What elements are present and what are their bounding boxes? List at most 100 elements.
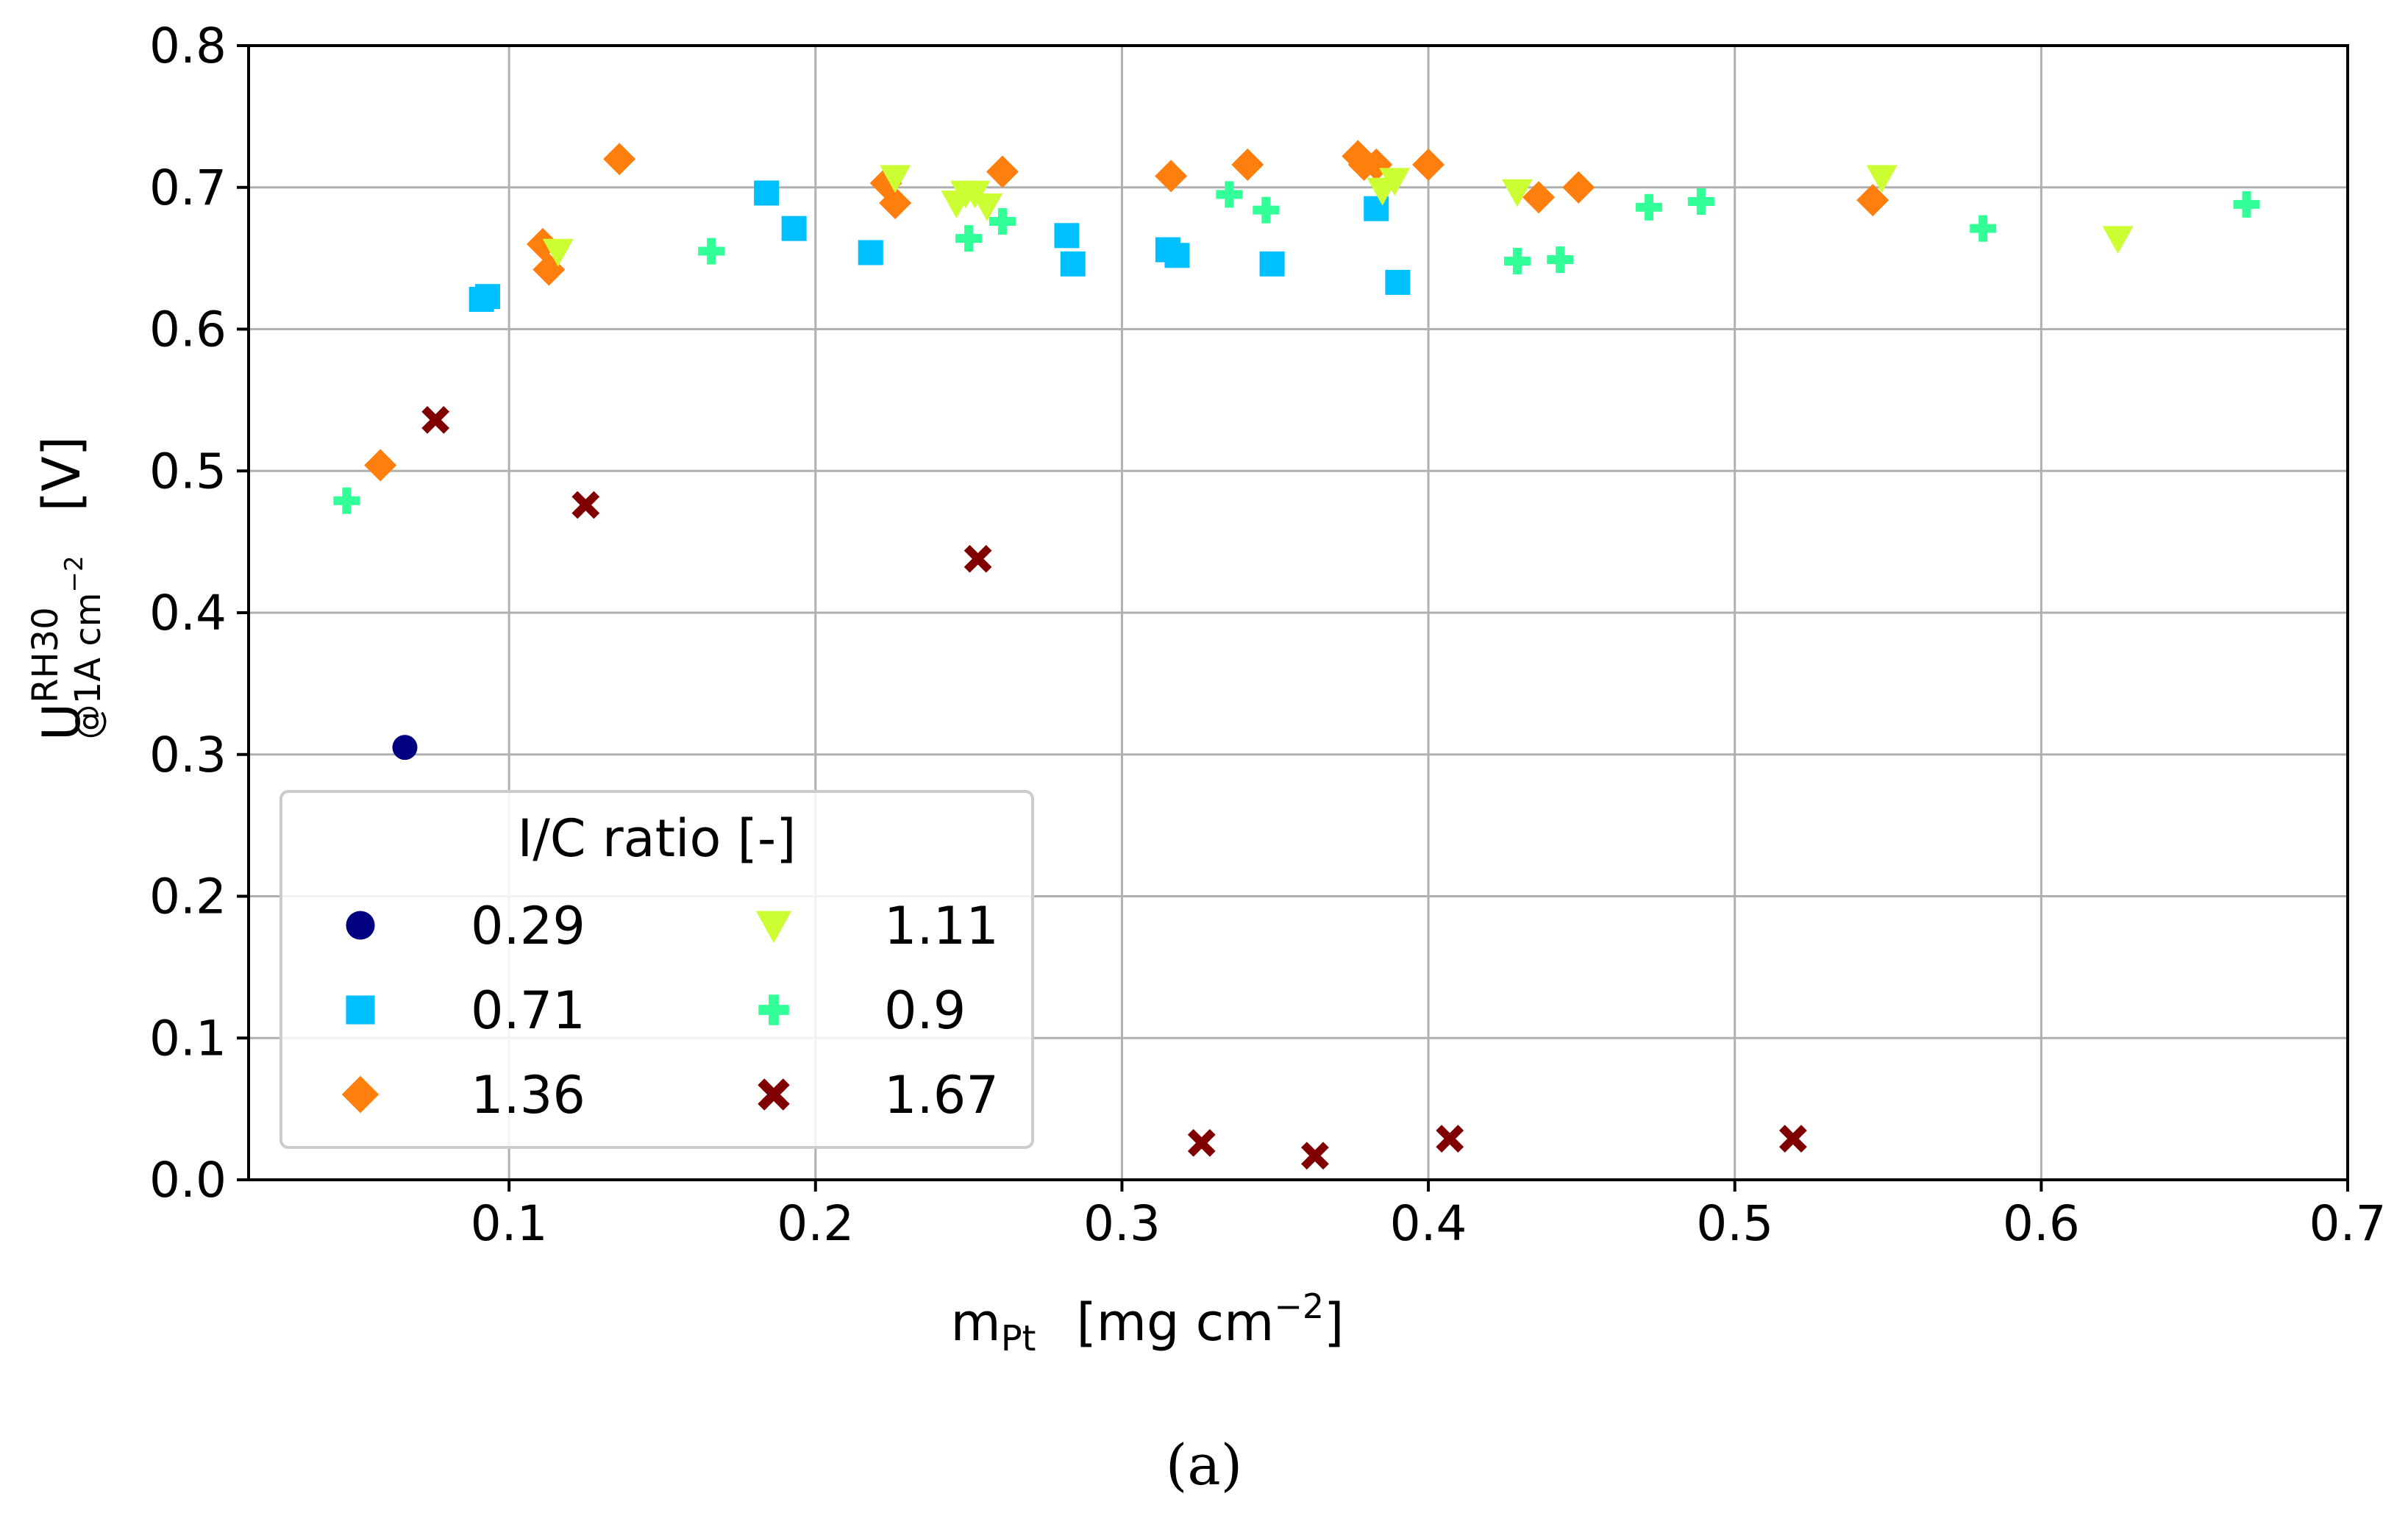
series-0.9 — [333, 181, 2260, 514]
x-axis-label-unit-close: ] — [1324, 1292, 1344, 1353]
y-tick-label: 0.7 — [149, 160, 227, 216]
data-point — [1547, 246, 1574, 274]
legend-label: 1.67 — [884, 1065, 999, 1125]
figure-caption: (a) — [1166, 1432, 1243, 1498]
y-tick-label: 0.6 — [149, 302, 227, 358]
legend-entry-1.11: 1.11 — [755, 896, 999, 956]
legend-label: 0.71 — [471, 980, 585, 1041]
data-point — [1054, 223, 1080, 249]
data-point — [1866, 165, 1898, 193]
data-point — [1060, 251, 1086, 277]
data-point — [1856, 184, 1889, 217]
data-point — [474, 284, 500, 310]
legend-marker — [755, 911, 792, 944]
y-tick-label: 0.8 — [149, 18, 227, 74]
data-point — [1503, 247, 1531, 274]
legend-entry-0.71: 0.71 — [346, 980, 585, 1041]
y-axis-label-sup: RH30 — [25, 607, 66, 703]
y-tick-label: 0.2 — [149, 869, 227, 925]
data-point — [1379, 168, 1411, 196]
data-point — [1231, 148, 1264, 181]
legend-entry-0.9: 0.9 — [758, 980, 966, 1041]
legend-entry-1.67: 1.67 — [758, 1065, 999, 1125]
legend-marker — [346, 911, 375, 940]
data-point — [2102, 226, 2134, 254]
y-tick-label: 0.0 — [149, 1152, 227, 1208]
data-point — [2233, 191, 2260, 218]
data-point — [364, 449, 397, 482]
legend-marker — [758, 994, 789, 1025]
legend-marker — [341, 1075, 380, 1114]
y-tick-label: 0.1 — [149, 1010, 227, 1067]
data-point — [1436, 1125, 1464, 1153]
data-point — [1522, 181, 1556, 214]
series-1.11 — [542, 165, 2134, 267]
data-point — [989, 208, 1016, 235]
data-point — [1636, 193, 1663, 221]
series-1.67 — [421, 405, 1807, 1170]
data-point — [1562, 171, 1595, 204]
data-point — [1687, 188, 1714, 216]
axis-ticks: 0.1 0.2 0.3 0.4 0.5 0.6 0.7 0.0 0.1 0.2 0.3 0.4 0.5 0… — [149, 18, 2386, 1252]
data-point — [1164, 243, 1190, 268]
data-point — [1778, 1125, 1807, 1153]
x-axis-label-sub: Pt — [1001, 1318, 1036, 1359]
y-axis-label-unit: [V] — [32, 436, 92, 512]
series-1.36 — [364, 140, 1889, 482]
x-axis-label-main: m — [951, 1292, 1001, 1353]
data-point — [880, 165, 911, 193]
legend-entry-0.29: 0.29 — [346, 896, 585, 956]
x-axis-label: mPt [mg cm−2] — [951, 1286, 1344, 1359]
data-point — [781, 216, 807, 241]
data-point — [879, 186, 912, 219]
data-point — [571, 491, 600, 519]
series-0.29 — [392, 735, 418, 761]
data-point — [972, 193, 1003, 221]
data-point — [1216, 181, 1243, 208]
data-point — [1259, 251, 1285, 277]
data-point — [858, 240, 883, 266]
data-point — [603, 143, 636, 176]
data-point — [986, 155, 1019, 188]
y-axis-label-main: U — [32, 703, 92, 741]
data-point — [1187, 1129, 1216, 1157]
data-point — [333, 487, 360, 514]
y-tick-label: 0.3 — [149, 727, 227, 783]
data-point — [963, 544, 992, 573]
data-point — [1970, 215, 1997, 242]
y-tick-label: 0.4 — [149, 585, 227, 641]
y-axis-label-sub-exp: −2 — [60, 555, 89, 592]
series-0.71 — [469, 180, 1411, 313]
data-point — [1501, 179, 1533, 207]
data-point — [1385, 269, 1411, 295]
legend-entry-1.36: 1.36 — [341, 1065, 585, 1125]
x-tick-label: 0.2 — [777, 1195, 854, 1252]
legend-label: 0.29 — [471, 896, 585, 956]
y-axis-label: URH30@1A cm−2 [V] — [25, 436, 109, 741]
grid — [249, 44, 2349, 1181]
data-point — [754, 180, 780, 206]
legend: I/C ratio [-] 0.29 0.71 1.36 1.11 0.9 1.67 — [279, 790, 1034, 1149]
data-point — [955, 225, 983, 252]
legend-marker — [758, 1078, 790, 1111]
legend-label: 1.36 — [471, 1065, 585, 1125]
legend-title: I/C ratio [-] — [518, 808, 797, 869]
data-point — [1253, 196, 1280, 224]
data-point — [542, 238, 574, 267]
y-axis-label-sub: @1A cm — [68, 593, 109, 740]
x-tick-label: 0.6 — [2003, 1195, 2080, 1252]
x-tick-label: 0.3 — [1083, 1195, 1161, 1252]
legend-label: 0.9 — [884, 980, 966, 1041]
x-tick-label: 0.4 — [1390, 1195, 1467, 1252]
data-point — [1155, 160, 1188, 193]
legend-label: 1.11 — [884, 896, 999, 956]
x-tick-label: 0.7 — [2309, 1195, 2387, 1252]
data-points — [333, 140, 2260, 1170]
y-tick-label: 0.5 — [149, 443, 227, 499]
legend-marker — [346, 995, 375, 1025]
data-point — [1412, 148, 1445, 181]
legend-entries: 0.29 0.71 1.36 1.11 0.9 1.67 — [341, 896, 999, 1125]
data-point — [698, 238, 725, 265]
x-tick-label: 0.5 — [1696, 1195, 1773, 1252]
